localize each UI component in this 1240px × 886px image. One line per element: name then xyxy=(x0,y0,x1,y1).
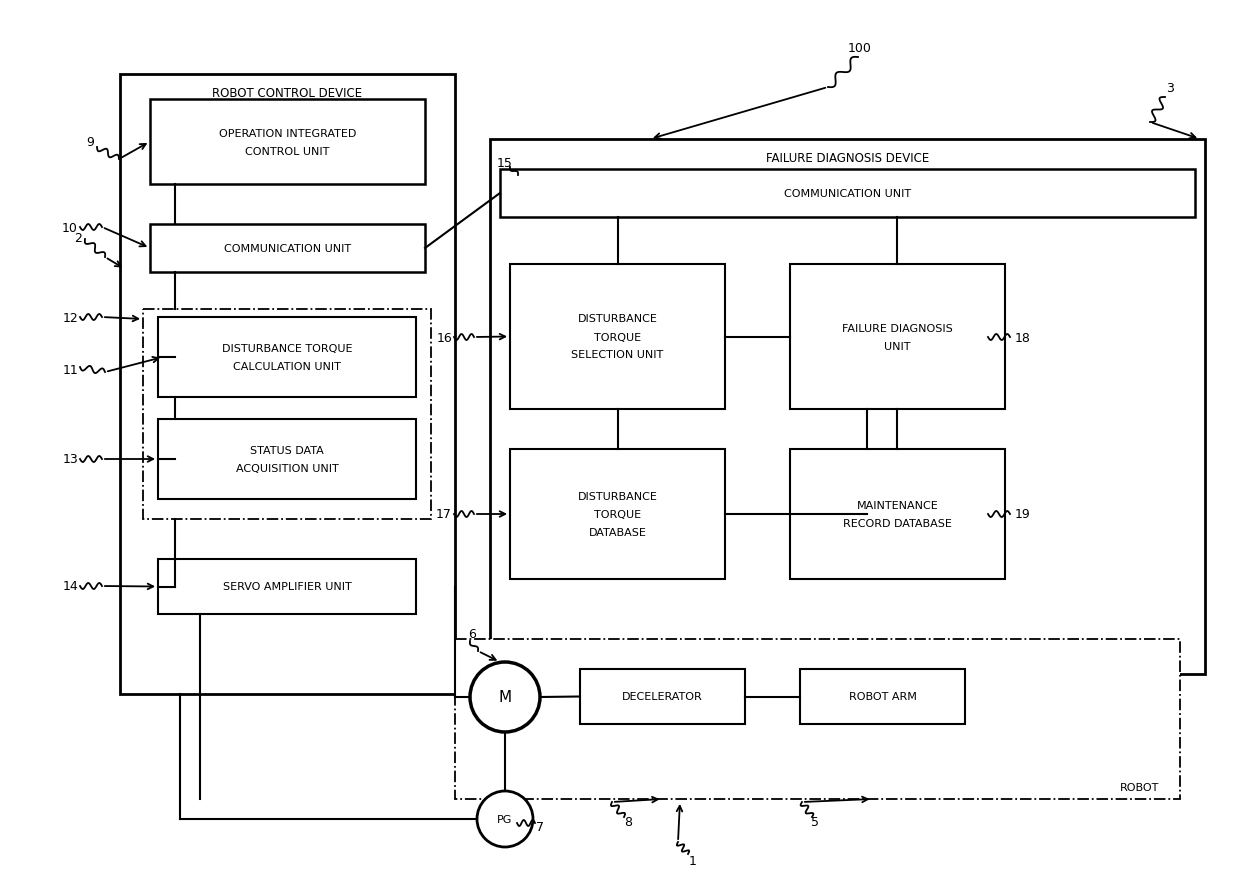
Text: PG: PG xyxy=(497,814,512,824)
Bar xyxy=(800,669,965,724)
Circle shape xyxy=(477,791,533,847)
Text: DECELERATOR: DECELERATOR xyxy=(622,692,703,702)
Bar xyxy=(157,420,415,500)
Bar xyxy=(157,318,415,398)
Text: DISTURBANCE: DISTURBANCE xyxy=(578,315,657,324)
Text: ACQUISITION UNIT: ACQUISITION UNIT xyxy=(236,463,339,473)
Text: DATABASE: DATABASE xyxy=(589,527,646,538)
Text: MAINTENANCE: MAINTENANCE xyxy=(857,501,939,510)
Text: 5: 5 xyxy=(811,816,818,828)
Text: ROBOT: ROBOT xyxy=(1120,782,1159,792)
Bar xyxy=(790,265,1004,409)
Bar xyxy=(510,265,725,409)
Bar xyxy=(510,449,725,579)
Bar xyxy=(490,140,1205,674)
Text: 13: 13 xyxy=(62,453,78,466)
Text: SELECTION UNIT: SELECTION UNIT xyxy=(572,350,663,360)
Text: UNIT: UNIT xyxy=(884,341,910,351)
Text: 12: 12 xyxy=(62,311,78,324)
Text: 1: 1 xyxy=(689,854,697,867)
Bar xyxy=(120,75,455,695)
Text: 2: 2 xyxy=(74,231,82,245)
Text: RECORD DATABASE: RECORD DATABASE xyxy=(843,518,952,528)
Text: SERVO AMPLIFIER UNIT: SERVO AMPLIFIER UNIT xyxy=(223,582,351,592)
Text: 11: 11 xyxy=(62,363,78,376)
Bar xyxy=(157,559,415,614)
Text: TORQUE: TORQUE xyxy=(594,509,641,519)
Text: OPERATION INTEGRATED: OPERATION INTEGRATED xyxy=(218,128,356,138)
Bar xyxy=(500,170,1195,218)
Text: 3: 3 xyxy=(1166,82,1174,95)
Text: 16: 16 xyxy=(436,331,453,344)
Text: DISTURBANCE: DISTURBANCE xyxy=(578,492,657,501)
Text: 18: 18 xyxy=(1016,331,1030,344)
Text: 100: 100 xyxy=(848,42,872,54)
Bar xyxy=(455,640,1180,799)
Text: CALCULATION UNIT: CALCULATION UNIT xyxy=(233,361,341,371)
Text: ROBOT ARM: ROBOT ARM xyxy=(848,692,916,702)
Bar xyxy=(150,100,425,185)
Circle shape xyxy=(470,662,539,732)
Text: FAILURE DIAGNOSIS: FAILURE DIAGNOSIS xyxy=(842,323,952,333)
Bar xyxy=(143,309,432,519)
Text: 17: 17 xyxy=(436,508,453,521)
Text: 7: 7 xyxy=(536,820,544,834)
Text: STATUS DATA: STATUS DATA xyxy=(250,446,324,455)
Text: 15: 15 xyxy=(497,156,513,169)
Text: FAILURE DIAGNOSIS DEVICE: FAILURE DIAGNOSIS DEVICE xyxy=(766,152,929,164)
Text: 14: 14 xyxy=(62,579,78,593)
Bar xyxy=(580,669,745,724)
Text: DISTURBANCE TORQUE: DISTURBANCE TORQUE xyxy=(222,344,352,354)
Text: 6: 6 xyxy=(467,628,476,641)
Bar xyxy=(150,225,425,273)
Text: TORQUE: TORQUE xyxy=(594,332,641,342)
Text: COMMUNICATION UNIT: COMMUNICATION UNIT xyxy=(224,244,351,253)
Text: 10: 10 xyxy=(62,222,78,234)
Text: 8: 8 xyxy=(624,816,632,828)
Text: ROBOT CONTROL DEVICE: ROBOT CONTROL DEVICE xyxy=(212,87,362,99)
Text: COMMUNICATION UNIT: COMMUNICATION UNIT xyxy=(784,189,911,198)
Text: 19: 19 xyxy=(1016,508,1030,521)
Text: CONTROL UNIT: CONTROL UNIT xyxy=(246,146,330,156)
Text: 9: 9 xyxy=(86,136,94,148)
Text: M: M xyxy=(498,689,512,704)
Bar xyxy=(790,449,1004,579)
